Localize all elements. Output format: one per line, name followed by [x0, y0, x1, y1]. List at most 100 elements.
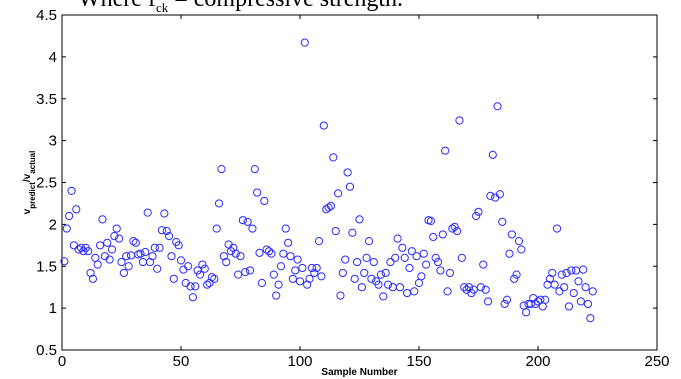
- data-point: [460, 283, 469, 292]
- data-point: [341, 255, 350, 264]
- data-point: [186, 282, 195, 291]
- data-point: [150, 243, 159, 252]
- data-point: [571, 266, 581, 275]
- data-point: [207, 273, 217, 282]
- data-point: [362, 253, 371, 262]
- data-point: [112, 224, 121, 233]
- data-point: [319, 121, 328, 130]
- data-point: [184, 262, 193, 271]
- data-point: [457, 253, 466, 262]
- data-point: [464, 283, 474, 292]
- data-point: [191, 282, 200, 291]
- data-point: [176, 256, 186, 265]
- data-point: [526, 299, 535, 309]
- y-tick-label: 3: [49, 133, 57, 150]
- data-point: [174, 241, 183, 250]
- x-tick-label: 0: [58, 353, 66, 370]
- data-point: [486, 191, 495, 200]
- data-point: [343, 168, 352, 177]
- data-point: [348, 228, 357, 237]
- data-point: [238, 216, 247, 225]
- data-point: [564, 302, 574, 311]
- y-tick-label: 4.5: [36, 7, 57, 24]
- data-point: [303, 280, 312, 289]
- data-point: [519, 301, 528, 310]
- y-tick-label: 1.5: [36, 258, 57, 275]
- data-point: [262, 245, 271, 254]
- data-point: [307, 263, 316, 273]
- data-point: [136, 249, 145, 258]
- data-point: [198, 260, 207, 269]
- data-point: [65, 211, 74, 221]
- data-point: [417, 272, 426, 281]
- data-point: [69, 241, 79, 250]
- data-point: [476, 283, 485, 292]
- data-point: [422, 260, 431, 269]
- data-point: [376, 270, 386, 279]
- data-point: [203, 280, 212, 289]
- data-point: [431, 253, 440, 262]
- data-point: [119, 268, 128, 278]
- data-point: [576, 297, 585, 306]
- data-point: [86, 268, 95, 278]
- data-point: [312, 263, 321, 273]
- y-axis-label: vpredict/vactual: [22, 151, 37, 215]
- data-points: [60, 38, 597, 323]
- plot-border: [61, 14, 658, 351]
- data-point: [531, 299, 540, 309]
- data-point: [243, 217, 252, 226]
- data-point: [110, 232, 119, 241]
- data-point: [412, 252, 421, 261]
- data-point: [393, 234, 402, 243]
- y-axis-ticks: 0.5 1 1.5 2 2.5 3 3.5 4 4.5: [36, 7, 657, 359]
- y-tick-label: 4: [49, 49, 57, 66]
- y-tick-label: 2.5: [36, 175, 57, 192]
- data-point: [95, 241, 105, 250]
- data-point: [562, 268, 571, 278]
- data-point: [441, 146, 450, 155]
- data-point: [436, 266, 445, 275]
- data-point: [217, 165, 226, 174]
- data-point: [241, 268, 250, 277]
- data-point: [472, 211, 481, 221]
- y-tick-label: 2: [49, 216, 57, 233]
- data-point: [138, 257, 148, 267]
- data-point: [407, 247, 416, 256]
- data-point: [84, 247, 93, 256]
- data-point: [353, 257, 362, 267]
- data-point: [155, 243, 164, 252]
- data-point: [331, 226, 340, 236]
- data-point: [126, 251, 136, 260]
- data-point: [74, 245, 83, 254]
- data-point: [295, 277, 305, 286]
- data-point: [145, 257, 155, 267]
- data-point: [517, 245, 526, 254]
- data-point: [167, 252, 176, 261]
- data-point: [514, 237, 524, 246]
- data-point: [314, 237, 324, 246]
- y-tick-label: 3.5: [36, 91, 57, 108]
- data-point: [405, 263, 414, 273]
- data-point: [581, 283, 590, 292]
- data-point: [245, 266, 255, 275]
- data-point: [67, 186, 76, 195]
- data-point: [117, 257, 126, 267]
- data-point: [383, 280, 393, 289]
- data-point: [236, 252, 245, 261]
- data-point: [386, 257, 395, 267]
- data-point: [105, 255, 114, 264]
- data-point: [165, 232, 174, 241]
- data-point: [567, 266, 576, 275]
- data-point: [255, 248, 264, 257]
- data-point: [395, 283, 405, 292]
- data-point: [122, 252, 131, 261]
- data-point: [541, 295, 550, 304]
- data-point: [507, 230, 516, 239]
- data-point: [548, 268, 557, 278]
- data-point: [248, 224, 257, 233]
- x-axis-label: Sample Number: [321, 367, 397, 378]
- data-point: [583, 299, 593, 309]
- data-point: [588, 287, 597, 296]
- data-point: [157, 226, 167, 235]
